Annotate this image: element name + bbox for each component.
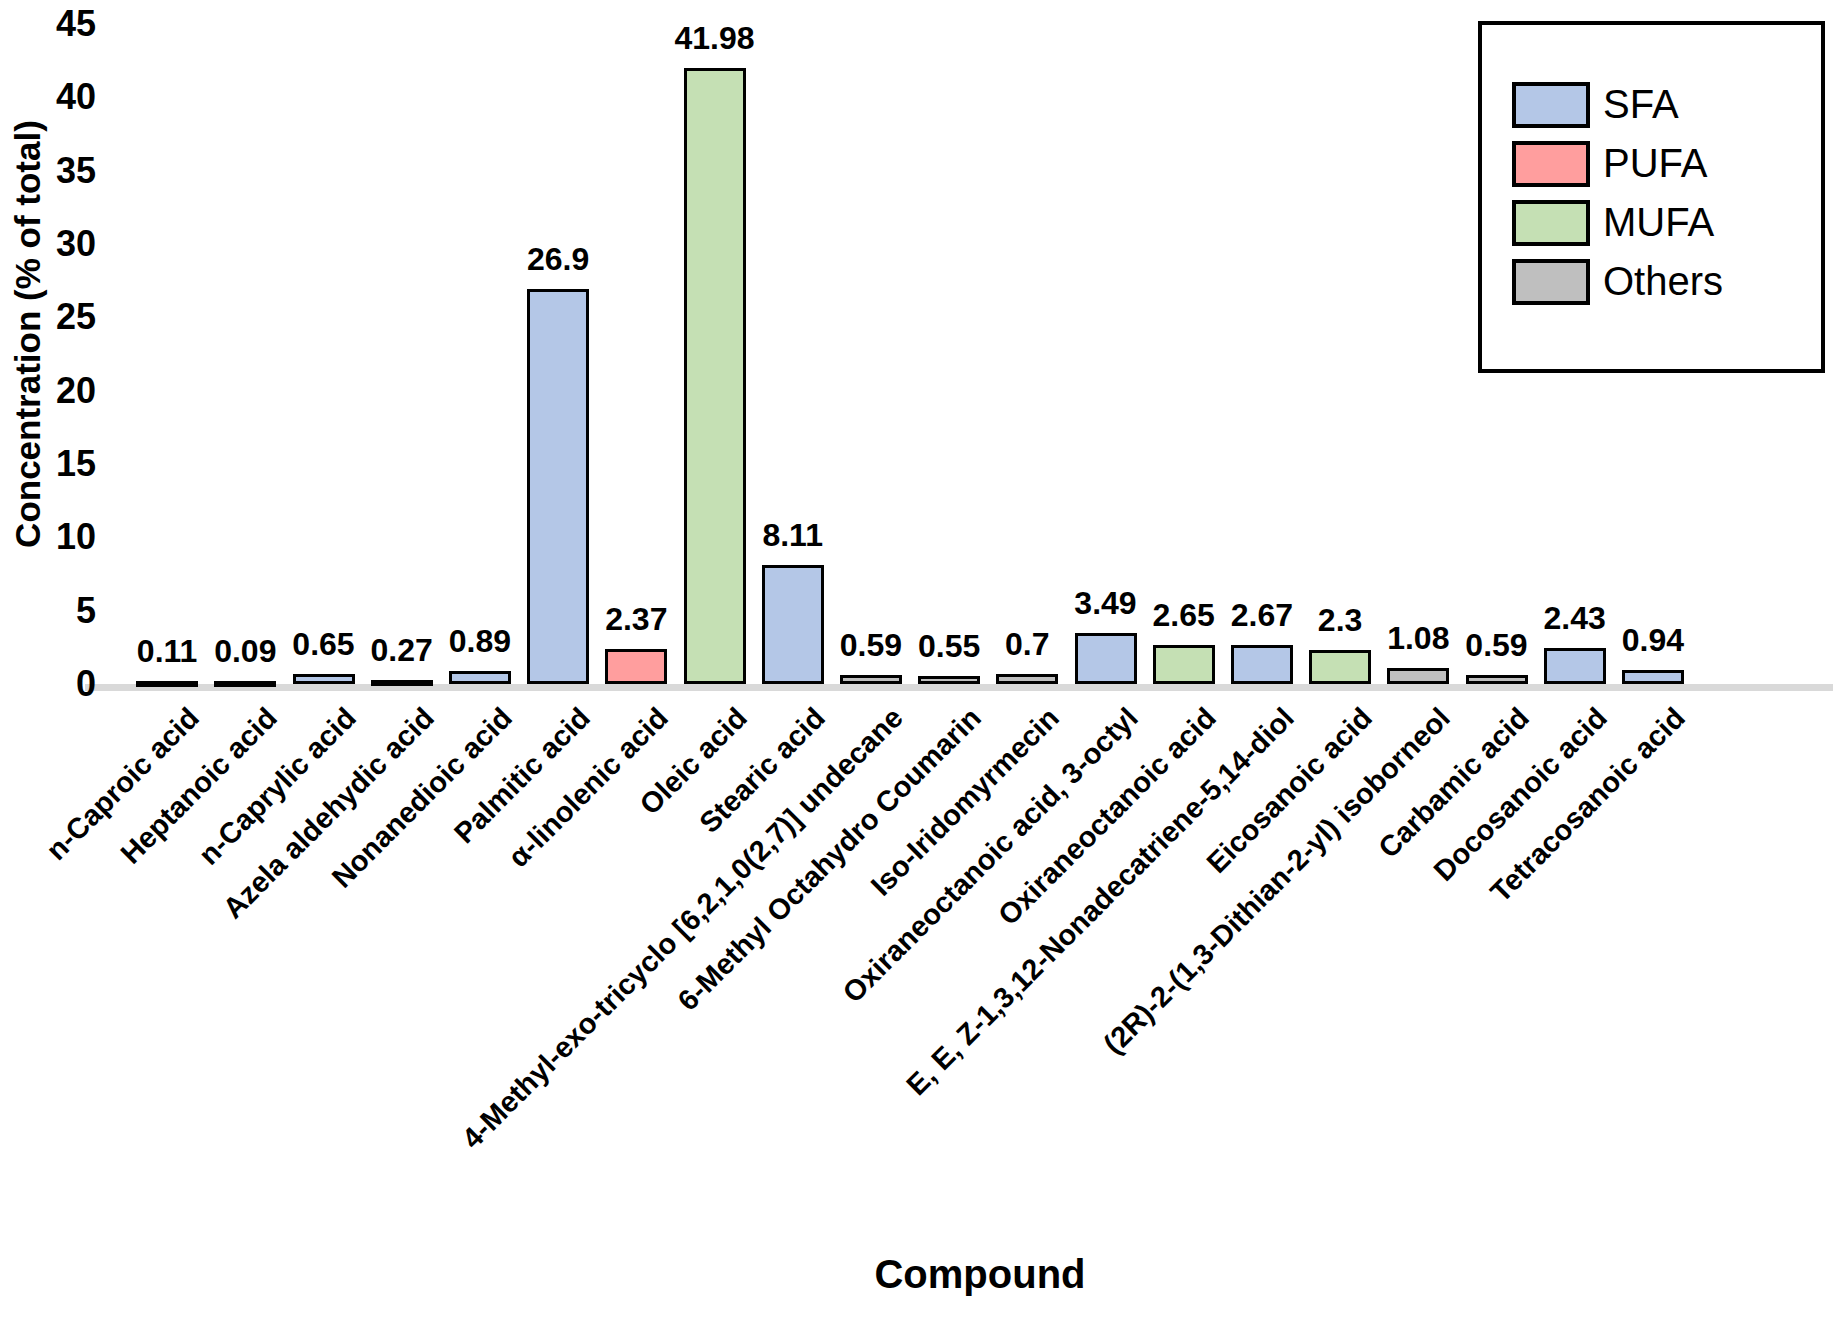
y-tick-label: 35 [14,149,96,193]
legend-label: MUFA [1603,200,1714,245]
bar [684,68,746,684]
bar-chart-figure: Concentration (% of total) 0510152025303… [0,0,1833,1317]
bar-value-label: 0.7 [952,626,1102,663]
bar [1231,645,1293,684]
bar [449,671,511,684]
legend-entry: Others [1512,252,1821,311]
legend: SFA PUFA MUFA Others [1478,21,1825,373]
y-tick-label: 15 [14,442,96,486]
legend-entry: SFA [1512,75,1821,134]
y-tick-label: 0 [14,662,96,706]
y-tick-label: 20 [14,369,96,413]
bar-value-label: 41.98 [640,20,790,57]
bar [840,675,902,684]
legend-swatch-sfa [1512,82,1590,128]
legend-entry: MUFA [1512,193,1821,252]
legend-swatch-others [1512,259,1590,305]
y-tick-label: 40 [14,75,96,119]
bar [214,681,276,687]
legend-label: PUFA [1603,141,1707,186]
bar [996,674,1058,684]
bar-value-label: 2.37 [561,601,711,638]
legend-swatch-mufa [1512,200,1590,246]
bar [918,676,980,684]
bar-value-label: 8.11 [718,517,868,554]
y-tick-label: 30 [14,222,96,266]
x-axis-title: Compound [780,1252,1180,1297]
legend-label: Others [1603,259,1723,304]
bar [1622,670,1684,684]
legend-entry: PUFA [1512,134,1821,193]
bar-value-label: 26.9 [483,241,633,278]
bar [762,565,824,684]
legend-swatch-pufa [1512,141,1590,187]
legend-label: SFA [1603,82,1679,127]
bar-value-label: 0.89 [405,623,555,660]
bar [136,681,198,687]
bar [371,680,433,686]
bar [1387,668,1449,684]
bar [293,674,355,684]
y-tick-label: 10 [14,515,96,559]
y-tick-label: 25 [14,295,96,339]
bar [605,649,667,684]
bar [1466,675,1528,684]
x-axis-line [85,684,1833,691]
y-tick-label: 5 [14,589,96,633]
y-tick-label: 45 [14,2,96,46]
bar [1153,645,1215,684]
bar-value-label: 0.94 [1578,622,1728,659]
